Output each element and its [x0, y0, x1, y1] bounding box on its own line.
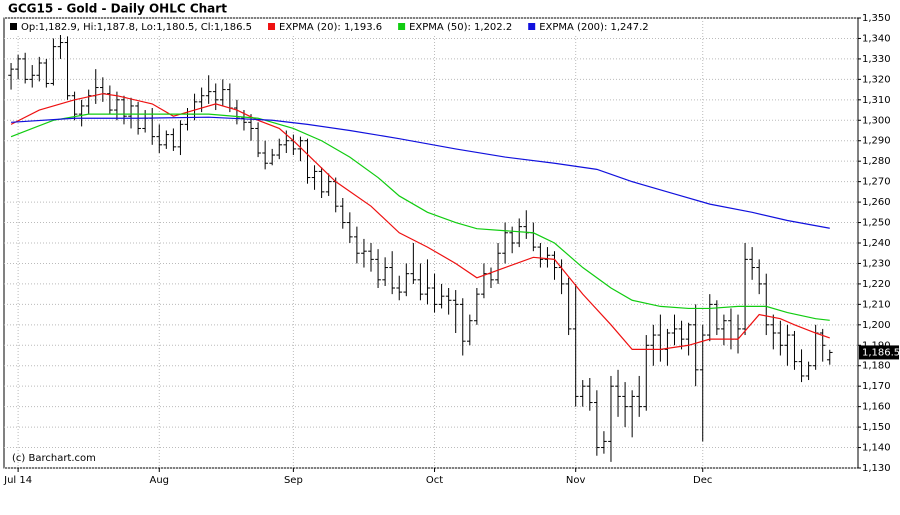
legend-swatch — [528, 23, 536, 30]
y-tick-label: 1,240 — [862, 238, 891, 249]
ema-line — [10, 113, 830, 321]
y-tick-label: 1,140 — [862, 443, 891, 454]
credit: (c) Barchart.com — [12, 453, 96, 464]
y-tick-label: 1,150 — [862, 422, 891, 433]
plot-frame — [3, 17, 859, 469]
ema-line — [11, 116, 830, 229]
y-tick-label: 1,340 — [862, 33, 891, 44]
y-tick-label: 1,320 — [862, 74, 891, 85]
y-tick-label: 1,210 — [862, 299, 891, 310]
last-price-box — [859, 345, 899, 360]
legend-label: EXPMA (20): 1,193.6 — [279, 22, 382, 33]
y-tick-label: 1,260 — [862, 197, 891, 208]
legend-label: EXPMA (50): 1,202.2 — [409, 22, 512, 33]
y-tick-label: 1,250 — [862, 218, 891, 229]
y-tick-label: 1,350 — [862, 13, 891, 24]
x-tick-label: Nov — [566, 475, 586, 486]
chart-title: GCG15 - Gold - Daily OHLC Chart — [8, 2, 227, 16]
y-tick-label: 1,300 — [862, 115, 891, 126]
y-tick-label: 1,170 — [862, 381, 891, 392]
legend-swatch — [398, 23, 406, 30]
legend-box — [5, 19, 665, 35]
y-tick-label: 1,220 — [862, 279, 891, 290]
legend-label: EXPMA (200): 1,247.2 — [539, 22, 648, 33]
legend-swatch — [10, 23, 17, 30]
legend-label: Op:1,182.9, Hi:1,187.8, Lo:1,180.5, Cl:1… — [21, 22, 252, 33]
legend-swatch — [268, 23, 276, 30]
y-tick-label: 1,130 — [862, 463, 891, 474]
y-tick-label: 1,180 — [862, 361, 891, 372]
x-tick-label: Dec — [693, 475, 712, 486]
x-tick-label: Oct — [426, 475, 443, 486]
y-tick-label: 1,310 — [862, 95, 891, 106]
y-tick-label: 1,160 — [862, 402, 891, 413]
x-tick-label: Aug — [150, 475, 170, 486]
y-tick-label: 1,200 — [862, 320, 891, 331]
y-tick-label: 1,330 — [862, 54, 891, 65]
x-tick-label: Sep — [284, 475, 303, 486]
last-price-label: 1,186.5 — [862, 347, 900, 358]
x-tick-label: Jul 14 — [3, 475, 32, 486]
y-tick-label: 1,280 — [862, 156, 891, 167]
y-tick-label: 1,230 — [862, 258, 891, 269]
y-tick-label: 1,290 — [862, 136, 891, 147]
ema-line — [10, 93, 830, 350]
y-tick-label: 1,270 — [862, 177, 891, 188]
